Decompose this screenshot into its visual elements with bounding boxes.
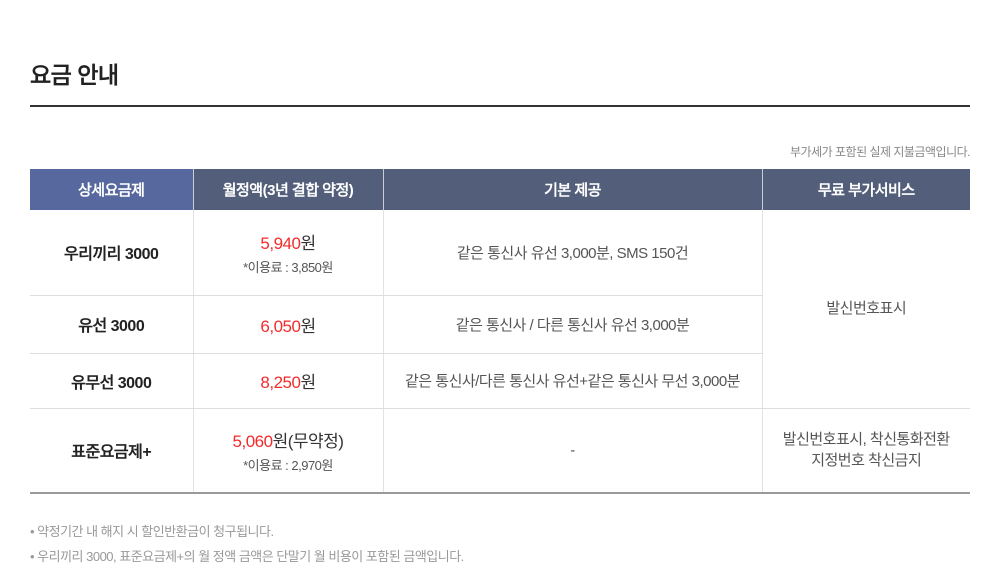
price-line: 5,060원(무약정) [194, 427, 383, 452]
plan-name: 유무선 3000 [30, 353, 194, 409]
price-value: 6,050 [260, 316, 301, 336]
usage-fee-sub: *이용료 : 2,970원 [243, 457, 333, 473]
price-value: 5,060 [232, 431, 274, 451]
free-service-line2: 지정번호 착신금지 [811, 452, 922, 470]
table-row-standard-plan: 표준요금제+ 5,060원(무약정) *이용료 : 2,970원 - 발신번호표… [30, 408, 970, 494]
table-row-woorikkiri-3000: 우리끼리 3000 5,940원 *이용료 : 3,850원 같은 통신사 유선… [30, 210, 970, 409]
price-cell: 8,250원 [193, 353, 384, 409]
price-line: 8,250원 [194, 368, 383, 393]
pricing-table-header: 상세요금제 월정액(3년 결합 약정) 기본 제공 무료 부가서비스 [30, 169, 970, 210]
col-header-plan: 상세요금제 [30, 169, 193, 210]
free-service-line1: 발신번호표시, 착신통화전환 [782, 430, 950, 448]
basic-provision: 같은 통신사/다른 통신사 유선+같은 통신사 무선 3,000분 [383, 353, 763, 409]
footnotes: • 약정기간 내 해지 시 할인반환금이 청구됩니다. • 우리끼리 3000,… [30, 519, 970, 570]
usage-fee-sub: *이용료 : 3,850원 [243, 259, 333, 275]
plan-name: 표준요금제+ [30, 408, 194, 494]
table-row-yumuseon-3000: 유무선 3000 8,250원 같은 통신사/다른 통신사 유선+같은 통신사 … [30, 353, 970, 409]
price-cell: 5,940원 *이용료 : 3,850원 [193, 210, 384, 296]
page-title: 요금 안내 [30, 56, 970, 107]
price-suffix: 원 [300, 316, 316, 336]
price-line: 5,940원 [194, 229, 383, 254]
vat-note: 부가세가 포함된 실제 지불금액입니다. [790, 145, 970, 159]
plan-name: 우리끼리 3000 [30, 210, 194, 296]
footnote-device-cost: • 우리끼리 3000, 표준요금제+의 월 정액 금액은 단말기 월 비용이 … [30, 549, 464, 565]
price-suffix: 원 [300, 233, 316, 253]
footnote-cancellation: • 약정기간 내 해지 시 할인반환금이 청구됩니다. [30, 524, 274, 539]
price-line: 6,050원 [194, 312, 383, 337]
col-header-basic-provision: 기본 제공 [382, 169, 762, 210]
col-header-free-services: 무료 부가서비스 [761, 169, 970, 210]
price-cell: 5,060원(무약정) *이용료 : 2,970원 [193, 408, 384, 494]
plan-name: 유선 3000 [30, 295, 194, 354]
col-header-monthly-fee: 월정액(3년 결합 약정) [192, 169, 383, 210]
price-suffix: 원(무약정) [272, 431, 344, 451]
free-service: 발신번호표시, 착신통화전환 지정번호 착신금지 [762, 408, 970, 494]
table-row-yuseon-3000: 유선 3000 6,050원 같은 통신사 / 다른 통신사 유선 3,000분 [30, 295, 970, 354]
price-cell: 6,050원 [193, 295, 384, 354]
free-service-merged: 발신번호표시 [762, 210, 970, 409]
pricing-table: 상세요금제 월정액(3년 결합 약정) 기본 제공 무료 부가서비스 우리끼리 … [30, 169, 970, 494]
price-suffix: 원 [300, 373, 316, 392]
price-value: 8,250 [260, 373, 301, 392]
price-value: 5,940 [260, 233, 301, 253]
basic-provision: 같은 통신사 / 다른 통신사 유선 3,000분 [383, 295, 763, 354]
basic-provision: 같은 통신사 유선 3,000분, SMS 150건 [383, 210, 763, 296]
basic-provision: - [383, 408, 763, 494]
